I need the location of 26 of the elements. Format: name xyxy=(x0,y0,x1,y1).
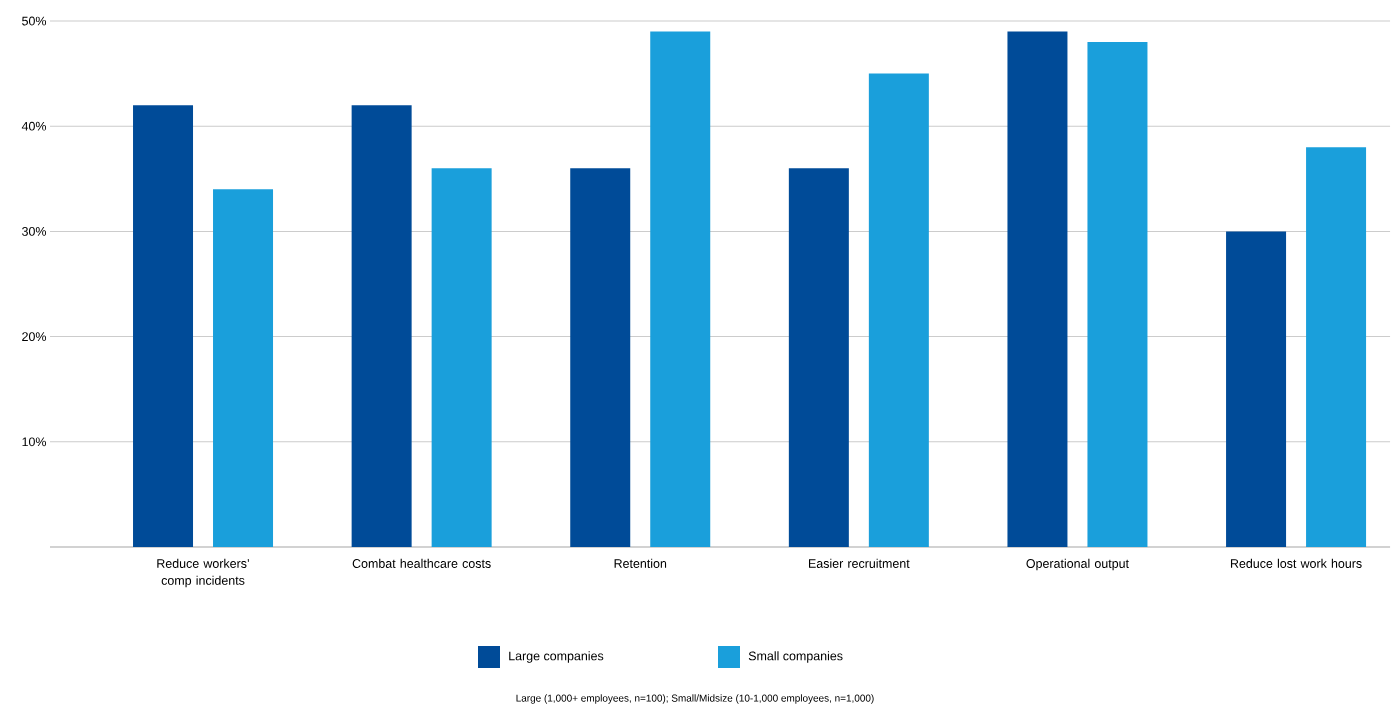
bar xyxy=(133,105,194,547)
bar xyxy=(1087,42,1148,547)
bar xyxy=(1306,147,1367,547)
x-tick-label: Retention xyxy=(614,558,667,568)
x-tick-label: Combat healthcare costs xyxy=(352,558,491,568)
bar xyxy=(868,73,929,547)
y-tick-label: 50% xyxy=(22,16,47,26)
legend-label: Large companies xyxy=(509,651,604,663)
y-tick-label: 40% xyxy=(21,121,47,131)
bar xyxy=(431,168,492,547)
x-tick-label: Easier recruitment xyxy=(809,558,910,568)
bar xyxy=(650,31,711,547)
x-tick-label: Reduce workers’ comp incidents xyxy=(157,558,249,588)
bar xyxy=(570,168,631,547)
y-tick-label: 10% xyxy=(22,437,47,447)
bar xyxy=(788,168,849,547)
bar xyxy=(1226,231,1287,547)
text: Large (1,000+ employees, n=100); Small/Midsize (10-1,000 employees, n=1,000) xyxy=(516,694,874,704)
bar xyxy=(351,105,412,547)
y-tick-label: 20% xyxy=(22,332,47,341)
bar xyxy=(213,189,274,547)
x-tick-label: Operational output xyxy=(1026,558,1129,571)
legend-label: Small companies xyxy=(748,651,843,663)
bar xyxy=(1007,31,1068,547)
y-tick-label: 30% xyxy=(22,226,47,236)
x-tick-label: Reduce lost work hours xyxy=(1230,558,1362,568)
